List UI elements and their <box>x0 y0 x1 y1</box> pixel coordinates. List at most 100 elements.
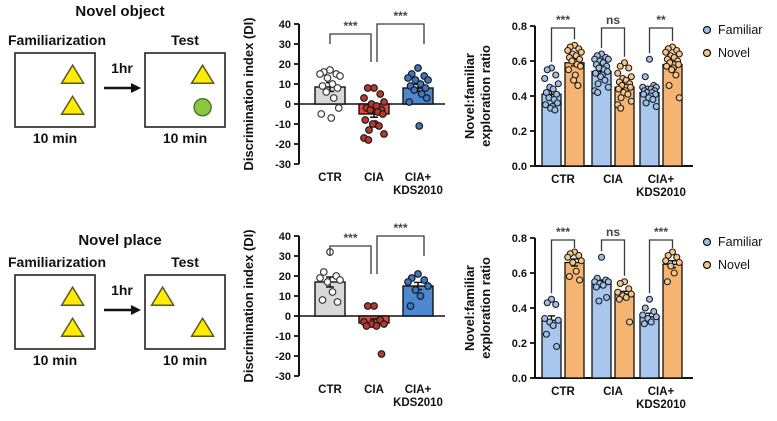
legend-label-Familiar: Familiar <box>718 23 762 37</box>
test-label: Test <box>171 32 199 48</box>
panel-title: Novel object <box>75 3 165 20</box>
sig-bracket <box>550 27 576 62</box>
triangle-object <box>150 285 175 306</box>
data-point <box>604 83 612 91</box>
data-point <box>675 258 683 267</box>
x-category-label: CIA <box>603 386 623 398</box>
data-point <box>323 74 332 82</box>
sig-bracket <box>329 33 372 62</box>
data-point <box>370 302 378 310</box>
y-tick-label: 0.0 <box>512 161 527 173</box>
novel-object-discrimination-index-chart: 40 30 20 10 0 -10 -20 -30 Discrimination index (… <box>241 9 445 197</box>
sig-label: *** <box>654 225 668 239</box>
scatter-points <box>404 64 432 130</box>
triangle-object <box>190 63 215 84</box>
y-tick-label: -10 <box>275 331 291 343</box>
familiarization-label: Familiarization <box>7 254 107 270</box>
data-point <box>415 122 424 130</box>
data-point <box>328 80 337 88</box>
x-category-label: CTR <box>551 174 575 186</box>
legend-marker-Familiar <box>702 25 712 35</box>
data-point <box>406 302 415 310</box>
data-point <box>645 55 654 63</box>
legend: Familiar Novel <box>702 23 762 60</box>
sig-label: *** <box>556 13 570 27</box>
data-point <box>576 62 584 70</box>
data-point <box>421 84 430 92</box>
data-point <box>365 126 373 134</box>
x-category-label: CTR <box>318 172 342 184</box>
data-point <box>323 278 332 286</box>
y-tick-label: 0.4 <box>512 91 528 103</box>
familiarization-duration: 10 min <box>32 130 78 146</box>
data-point <box>368 120 377 128</box>
data-point <box>662 48 670 56</box>
data-point <box>414 270 422 278</box>
x-category-label: KDS2010 <box>636 187 686 199</box>
legend-label-Novel: Novel <box>718 46 750 60</box>
data-point <box>603 293 611 302</box>
data-point <box>541 74 549 83</box>
data-point <box>424 76 432 84</box>
data-point <box>594 80 602 88</box>
scatter-points <box>639 295 660 328</box>
y-tick-label: 30 <box>279 39 291 51</box>
data-point <box>647 318 655 326</box>
data-point <box>616 62 624 70</box>
data-point <box>625 64 633 72</box>
data-point <box>420 276 429 284</box>
y-tick-label: -30 <box>275 159 291 171</box>
data-point <box>577 257 585 265</box>
data-point <box>615 295 623 303</box>
data-point <box>366 106 375 114</box>
test-label: Test <box>171 254 199 270</box>
scatter-points <box>662 43 683 102</box>
data-point <box>595 297 603 305</box>
data-point <box>319 268 328 276</box>
data-point <box>543 66 551 74</box>
data-point <box>422 94 431 102</box>
sig-label: *** <box>393 221 407 235</box>
data-point <box>617 94 625 102</box>
scatter-points <box>360 302 388 358</box>
data-point <box>543 299 551 307</box>
y-tick-label: 0.2 <box>512 338 527 350</box>
x-category-label: KDS2010 <box>393 185 443 197</box>
data-point <box>362 322 371 330</box>
scatter-points <box>614 278 635 326</box>
data-point <box>363 84 372 92</box>
data-point <box>604 55 612 63</box>
data-point <box>652 102 660 111</box>
sig-bracket <box>600 27 626 57</box>
arena-box <box>14 274 96 350</box>
sig-label: *** <box>343 231 357 245</box>
circle-object <box>193 98 212 117</box>
data-point <box>622 293 630 302</box>
data-point <box>641 73 649 81</box>
data-point <box>404 278 412 286</box>
data-point <box>549 85 557 93</box>
sig-bracket <box>376 235 425 274</box>
y-tick-label: 0.4 <box>512 303 528 315</box>
novel-place-arena-drawing <box>14 274 226 350</box>
triangle-object <box>60 285 85 306</box>
y-tick-label: 20 <box>279 59 291 71</box>
data-point <box>328 288 337 296</box>
data-point <box>574 81 582 90</box>
data-point <box>599 281 607 289</box>
data-point <box>380 320 388 328</box>
data-point <box>668 66 676 74</box>
data-point <box>616 279 624 288</box>
scatter-points <box>662 248 683 286</box>
data-point <box>404 74 412 82</box>
novel-place-discrimination-index-chart: 40 30 20 10 0 -10 -20 -30 Discrimination index (… <box>241 221 445 409</box>
data-point <box>592 69 600 77</box>
data-point <box>380 130 388 138</box>
legend-label-Novel: Novel <box>718 258 750 272</box>
data-point <box>667 262 675 270</box>
legend: Familiar Novel <box>702 235 762 272</box>
x-category-label: CIA <box>364 172 384 184</box>
y-tick-label: 0.2 <box>512 126 527 138</box>
scatter-points <box>564 41 585 90</box>
